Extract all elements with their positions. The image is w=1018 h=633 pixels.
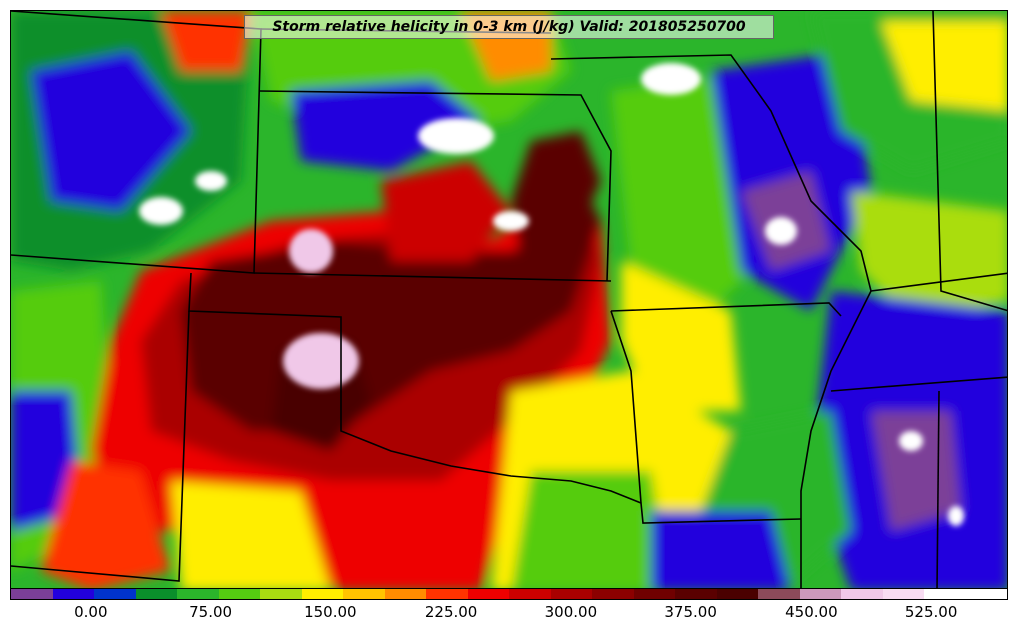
colorbar-swatch bbox=[343, 589, 385, 599]
colorbar-swatch bbox=[716, 589, 758, 599]
colorbar-swatch bbox=[384, 589, 426, 599]
colorbar-swatch bbox=[52, 589, 94, 599]
colorbar-swatch bbox=[426, 589, 468, 599]
colorbar-swatch bbox=[218, 589, 260, 599]
state-boundaries bbox=[11, 11, 1007, 589]
colorbar-tick-label: 375.00 bbox=[664, 603, 717, 621]
map-title: Storm relative helicity in 0-3 km (J/kg)… bbox=[244, 15, 774, 39]
colorbar-swatch bbox=[177, 589, 219, 599]
colorbar-swatch bbox=[592, 589, 634, 599]
colorbar-swatch bbox=[94, 589, 136, 599]
colorbar-swatch bbox=[509, 589, 551, 599]
colorbar-swatch bbox=[11, 589, 53, 599]
colorbar-tick-label: 225.00 bbox=[424, 603, 478, 621]
colorbar-tick-label: 300.00 bbox=[544, 603, 598, 621]
colorbar-swatch bbox=[633, 589, 675, 599]
helicity-map bbox=[10, 10, 1008, 590]
colorbar-swatch bbox=[550, 589, 592, 599]
colorbar-tick-label: 450.00 bbox=[785, 603, 838, 621]
colorbar-swatch bbox=[467, 589, 509, 599]
colorbar-tick-label: 525.00 bbox=[904, 603, 958, 621]
map-svg bbox=[11, 11, 1007, 589]
high-helicity-cores bbox=[139, 63, 964, 526]
colorbar-swatch bbox=[965, 589, 1007, 599]
colorbar-swatch bbox=[758, 589, 800, 599]
colorbar-swatch bbox=[882, 589, 924, 599]
colorbar-swatch bbox=[841, 589, 883, 599]
colorbar-swatch bbox=[260, 589, 302, 599]
helicity-field bbox=[11, 11, 1007, 589]
colorbar-tick-label: 75.00 bbox=[189, 603, 233, 621]
colorbar-tick-label: 150.00 bbox=[304, 603, 357, 621]
colorbar-swatch bbox=[799, 589, 841, 599]
colorbar-tick-label: 0.00 bbox=[74, 603, 108, 621]
colorbar-swatch bbox=[924, 589, 966, 599]
colorbar-swatch bbox=[301, 589, 343, 599]
colorbar-swatch bbox=[675, 589, 717, 599]
colorbar-tick-labels: 0.00 75.00 150.00 225.00 300.00 375.00 4… bbox=[10, 603, 1008, 623]
colorbar-swatch bbox=[135, 589, 177, 599]
colorbar bbox=[10, 588, 1008, 600]
